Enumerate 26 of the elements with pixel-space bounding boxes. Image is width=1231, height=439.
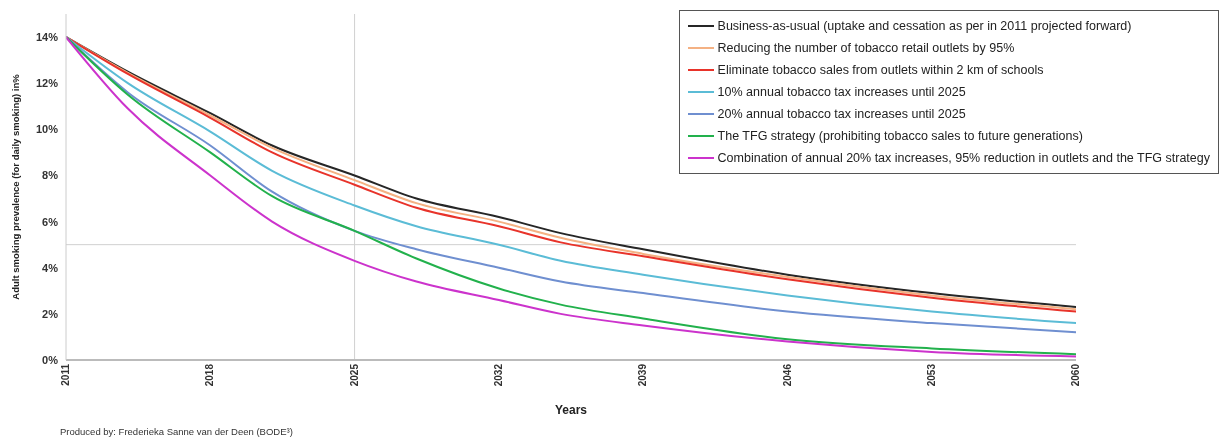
legend-label: Business-as-usual (uptake and cessation as per in 2011 projected forward)	[717, 18, 1132, 35]
legend-label: Combination of annual 20% tax increases, 95% reduction in outlets and the TFG strategy	[717, 150, 1210, 167]
x-tick-label: 2025	[348, 363, 360, 387]
x-tick-label: 2053	[925, 363, 937, 387]
legend-label: 20% annual tobacco tax increases until 2025	[717, 106, 966, 123]
y-tick-label: 2%	[42, 307, 59, 320]
y-axis-title: Adult smoking prevalence (for daily smoking) in%	[10, 73, 22, 300]
legend-label: Reducing the number of tobacco retail outlets by 95%	[717, 40, 1015, 57]
y-tick-label: 0%	[42, 353, 59, 366]
y-tick-label: 4%	[42, 261, 59, 274]
x-tick-label: 2046	[781, 363, 793, 387]
legend-label: Eliminate tobacco sales from outlets within 2 km of schools	[717, 62, 1044, 79]
x-axis-title: Years	[554, 403, 588, 417]
y-tick-label: 6%	[42, 215, 59, 228]
y-tick-label: 8%	[42, 169, 59, 182]
text: Produced by: Frederieka Sanne van der Deen (BODE³)	[60, 426, 293, 437]
x-tick-label: 2032	[492, 363, 504, 387]
x-tick-label: 2011	[60, 363, 72, 386]
legend-label: The TFG strategy (prohibiting tobacco sales to future generations)	[717, 128, 1083, 145]
legend-label: 10% annual tobacco tax increases until 2025	[717, 84, 966, 101]
x-tick-label: 2060	[1070, 363, 1082, 387]
y-tick-label: 12%	[35, 77, 59, 90]
x-tick-label: 2018	[204, 363, 216, 387]
y-tick-label: 14%	[35, 30, 59, 43]
y-tick-label: 10%	[35, 123, 59, 136]
x-tick-label: 2039	[637, 363, 649, 387]
